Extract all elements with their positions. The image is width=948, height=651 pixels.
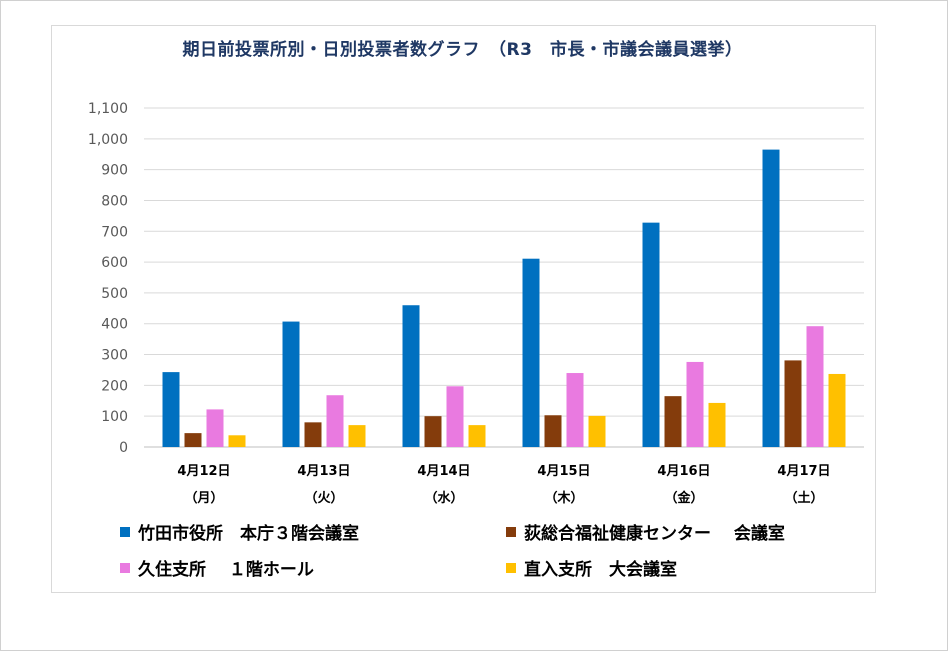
x-tick-label: 4月17日 (777, 464, 830, 479)
legend-swatch-0 (120, 526, 130, 537)
y-tick-label: 1,000 (88, 132, 128, 148)
legend-swatch-1 (506, 526, 516, 537)
bar (304, 422, 322, 447)
legend-label-3: 直入支所 大会議室 (524, 560, 677, 580)
legend-item-2: 久住支所 １階ホール (120, 555, 314, 580)
bar (664, 396, 682, 447)
y-tick-label: 700 (101, 224, 128, 240)
x-tick-weekday: （土） (784, 490, 823, 506)
bar (588, 415, 606, 447)
bar (806, 326, 824, 447)
bar (642, 222, 660, 447)
x-tick-label: 4月13日 (297, 464, 350, 479)
x-tick-label: 4月14日 (417, 464, 470, 479)
legend-swatch-2 (120, 562, 130, 573)
y-tick-label: 800 (101, 193, 128, 209)
legend-item-1: 荻総合福祉健康センター 会議室 (506, 519, 785, 544)
bar (828, 373, 846, 447)
x-tick-weekday: （金） (664, 490, 703, 506)
legend-label-1: 荻総合福祉健康センター 会議室 (524, 524, 785, 544)
x-tick-label: 4月12日 (177, 464, 230, 479)
bar (402, 305, 420, 447)
bar (184, 433, 202, 447)
bar (424, 416, 442, 447)
bar (162, 372, 180, 447)
y-tick-label: 600 (101, 255, 128, 271)
y-tick-label: 200 (101, 378, 128, 394)
bar (784, 360, 802, 447)
bar (282, 321, 300, 447)
x-tick-weekday: （火） (304, 490, 343, 506)
x-tick-label: 4月16日 (657, 464, 710, 479)
y-tick-label: 500 (101, 286, 128, 302)
legend-label-0: 竹田市役所 本庁３階会議室 (138, 524, 359, 544)
chart-title: 期日前投票所別・日別投票者数グラフ （R3 市長・市議会議員選挙） (182, 40, 743, 60)
y-tick-label: 100 (101, 409, 128, 425)
x-tick-weekday: （水） (424, 490, 463, 506)
legend-label-2: 久住支所 １階ホール (138, 560, 314, 580)
bar (206, 409, 224, 447)
bar (326, 395, 344, 447)
bar (686, 361, 704, 447)
bar (468, 425, 486, 447)
y-tick-label: 1,100 (88, 101, 128, 117)
y-tick-label: 300 (101, 348, 128, 364)
y-tick-label: 400 (101, 317, 128, 333)
bar (566, 373, 584, 447)
legend-swatch-3 (506, 562, 516, 573)
x-tick-weekday: （月） (184, 490, 223, 506)
chart-area (51, 25, 876, 593)
bar (228, 435, 246, 447)
bar (762, 149, 780, 447)
y-tick-label: 900 (101, 163, 128, 179)
bar (446, 386, 464, 447)
bar (522, 258, 540, 447)
y-tick-label: 0 (119, 440, 128, 456)
bar (348, 425, 366, 447)
legend-item-0: 竹田市役所 本庁３階会議室 (120, 519, 359, 544)
legend-item-3: 直入支所 大会議室 (506, 555, 677, 580)
bar (708, 402, 726, 447)
bar (544, 415, 562, 447)
x-tick-weekday: （木） (544, 490, 583, 506)
x-tick-label: 4月15日 (537, 464, 590, 479)
